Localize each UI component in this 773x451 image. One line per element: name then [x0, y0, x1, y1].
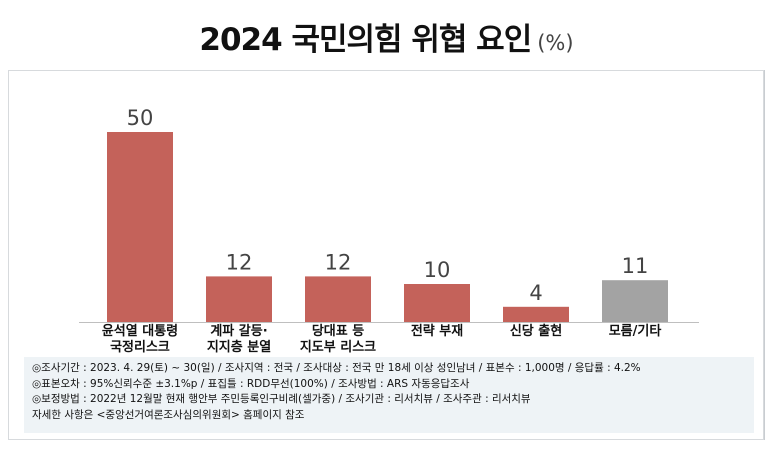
bar-chart: 50 12 12 10 4 11	[79, 106, 699, 323]
category-label-5: 신당 출현	[509, 324, 563, 339]
chart-title: 2024 국민의힘 위협 요인	[199, 22, 532, 58]
bar-3	[305, 276, 371, 322]
bar-1	[107, 132, 173, 322]
value-label-3: 12	[325, 250, 352, 274]
value-label-6: 11	[622, 254, 649, 278]
value-label-5: 4	[529, 281, 542, 305]
note-line-2: ◎표본오차 : 95%신뢰수준 ±3.1%p / 표집틀 : RDD무선(100…	[32, 377, 470, 390]
bar-6	[602, 280, 668, 322]
value-label-4: 10	[424, 258, 451, 282]
category-label-3: 당대표 등 지도부 리스크	[299, 324, 377, 355]
bar-5	[503, 306, 569, 322]
panel-edge	[764, 70, 765, 440]
value-label-2: 12	[226, 250, 253, 274]
bar-4	[404, 284, 470, 322]
chart-unit: (%)	[537, 31, 574, 55]
value-label-1: 50	[127, 106, 154, 130]
category-label-2: 계파 갈등· 지지층 분열	[206, 324, 272, 355]
category-label-6: 모름/기타	[608, 324, 662, 339]
note-line-4: 자세한 사항은 <중앙선거여론조사심의위원회> 홈페이지 참조	[32, 408, 305, 421]
note-line-3: ◎보정방법 : 2022년 12월말 현재 행안부 주민등록인구비례(셀가중) …	[32, 393, 531, 405]
category-label-4: 전략 부재	[410, 324, 464, 339]
survey-notes: ◎조사기간 : 2023. 4. 29(토) ~ 30(일) / 조사지역 : …	[24, 357, 754, 433]
note-line-1: ◎조사기간 : 2023. 4. 29(토) ~ 30(일) / 조사지역 : …	[32, 362, 641, 374]
title-block: 2024 국민의힘 위협 요인 (%)	[0, 14, 773, 59]
bar-2	[206, 276, 272, 322]
category-label-1: 윤석열 대통령 국정리스크	[101, 324, 179, 355]
